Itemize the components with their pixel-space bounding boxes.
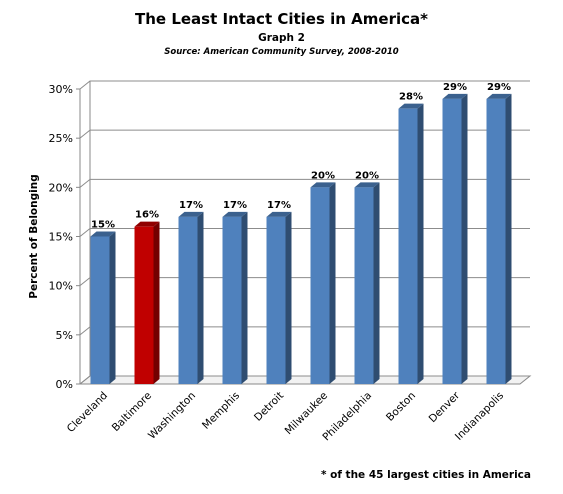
gridline [79,80,530,90]
y-tick-label: 20% [49,181,73,194]
data-label: 16% [135,210,159,221]
bar [486,98,506,384]
bar [178,216,198,384]
bar-top [134,221,160,227]
bar-side [329,182,336,384]
y-tick-label: 25% [49,132,73,145]
bar [266,216,286,384]
bar [222,216,242,384]
bar-top [486,93,512,99]
bar-top [222,211,248,217]
bar [354,187,374,384]
bar-top [178,211,204,217]
bar-side [461,93,468,384]
bar [134,226,154,384]
category-label: Memphis [200,390,242,432]
bar-top [398,103,424,109]
category-label: Denver [427,389,463,425]
bar [398,108,418,385]
gridline [79,228,530,237]
data-label: 20% [311,170,335,181]
category-label: Washington [146,390,198,442]
gridline [79,129,530,139]
data-label: 29% [487,82,511,93]
gridline [79,326,530,336]
bar-side [109,231,116,384]
y-tick-label: 15% [49,231,73,244]
bar-side [197,211,204,384]
bar-top [354,182,380,188]
y-tick-label: 0% [56,378,73,391]
bar [442,98,462,384]
bar-side [285,211,292,384]
category-label: Milwaukee [283,390,331,438]
data-label: 28% [399,92,423,103]
bar-top [266,211,292,217]
bar-top [310,182,336,188]
category-label: Detroit [252,390,286,424]
category-label: Cleveland [65,390,110,435]
bar [90,236,110,384]
data-label: 17% [223,200,247,211]
y-tick-label: 10% [49,280,73,293]
bar-side [153,221,160,384]
footnote: * of the 45 largest cities in America [320,469,531,481]
bar-side [505,93,512,384]
gridline [79,277,530,287]
chart-source: Source: American Community Survey, 2008-… [164,47,399,57]
bar [310,187,330,384]
data-label: 17% [179,200,203,211]
chart-title: The Least Intact Cities in America* [135,10,428,28]
bar-side [417,103,424,385]
category-label: Boston [384,390,418,424]
data-label: 20% [355,170,379,181]
category-label: Baltimore [110,390,154,434]
bar-top [90,231,116,237]
bar-side [373,182,380,384]
bar-side [241,211,248,384]
gridline [79,178,530,188]
data-label: 29% [443,82,467,93]
chart-subtitle: Graph 2 [258,32,305,44]
data-label: 17% [267,200,291,211]
y-tick-label: 5% [56,329,73,342]
gridline [79,375,530,385]
y-axis-title: Percent of Belonging [28,174,40,298]
bar-top [442,93,468,99]
data-label: 15% [91,220,115,231]
y-tick-label: 30% [49,83,73,96]
